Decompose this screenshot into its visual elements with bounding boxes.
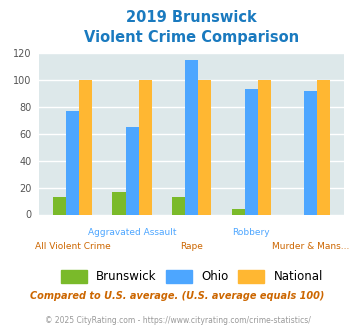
Legend: Brunswick, Ohio, National: Brunswick, Ohio, National [56, 266, 328, 288]
Bar [126, 127, 139, 214]
Text: Aggravated Assault: Aggravated Assault [88, 228, 176, 237]
Text: Robbery: Robbery [233, 228, 270, 237]
Text: © 2025 CityRating.com - https://www.cityrating.com/crime-statistics/: © 2025 CityRating.com - https://www.city… [45, 316, 310, 325]
Text: Compared to U.S. average. (U.S. average equals 100): Compared to U.S. average. (U.S. average … [30, 291, 325, 301]
Text: All Violent Crime: All Violent Crime [35, 242, 110, 251]
Bar [172, 197, 185, 214]
Bar [304, 90, 317, 214]
Bar [185, 59, 198, 215]
Bar [258, 80, 271, 214]
Bar [66, 111, 79, 214]
Bar [53, 197, 66, 214]
Bar [113, 192, 126, 214]
Title: 2019 Brunswick
Violent Crime Comparison: 2019 Brunswick Violent Crime Comparison [84, 10, 299, 45]
Bar [245, 89, 258, 214]
Bar [139, 80, 152, 214]
Bar [79, 80, 92, 214]
Bar [198, 80, 211, 214]
Bar [231, 209, 245, 214]
Text: Rape: Rape [180, 242, 203, 251]
Text: Murder & Mans...: Murder & Mans... [272, 242, 350, 251]
Bar [317, 80, 331, 214]
